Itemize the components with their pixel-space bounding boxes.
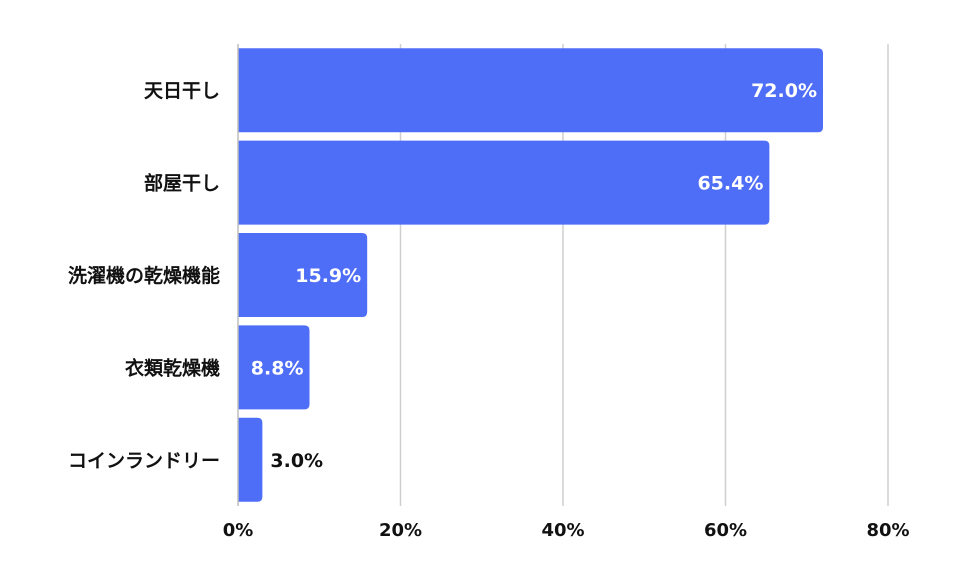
data-label: 65.4% <box>697 173 763 195</box>
x-tick-label: 0% <box>223 520 254 541</box>
data-label: 8.8% <box>251 357 304 379</box>
category-label: コインランドリー <box>68 450 220 472</box>
category-label: 部屋干し <box>144 172 220 195</box>
data-label: 3.0% <box>270 450 323 472</box>
labels: 0% 20% 40% 60% 80% 天日干し 72.0% 部屋干し 65.4% 洗濯機の乾燥機能… <box>68 80 910 541</box>
category-label: 洗濯機の乾燥機能 <box>68 264 220 287</box>
category-label: 天日干し <box>144 80 220 102</box>
x-tick-label: 40% <box>541 520 584 541</box>
bar <box>238 325 310 410</box>
data-label: 72.0% <box>751 80 817 102</box>
bar <box>238 140 770 225</box>
bar <box>238 417 263 502</box>
bar <box>238 48 823 133</box>
x-tick-label: 60% <box>704 520 747 541</box>
data-label: 15.9% <box>295 265 361 287</box>
bars <box>238 48 823 502</box>
x-tick-label: 20% <box>379 520 422 541</box>
category-label: 衣類乾燥機 <box>125 356 220 379</box>
bar <box>238 233 368 317</box>
x-tick-label: 80% <box>866 520 909 541</box>
